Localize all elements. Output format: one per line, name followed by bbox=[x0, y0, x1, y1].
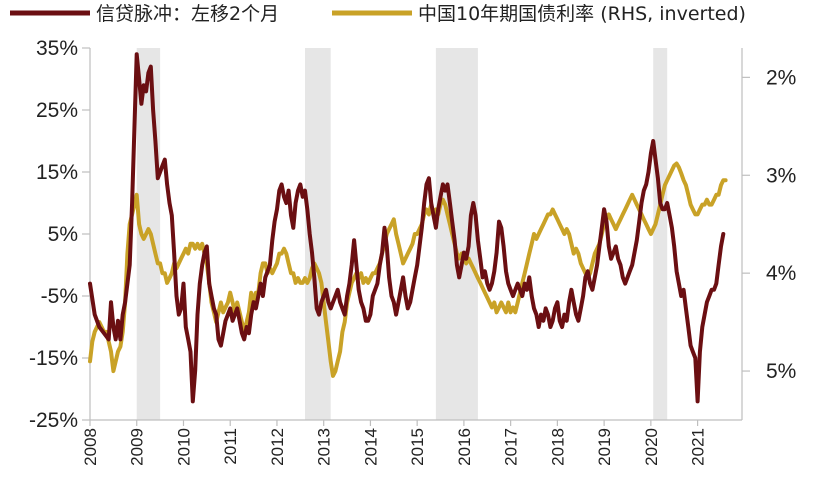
bond-yield-line bbox=[88, 161, 728, 378]
x-tick-label: 2020 bbox=[642, 428, 661, 466]
x-tick-label: 2018 bbox=[548, 428, 567, 466]
legend-label-credit: 信贷脉冲：左移2个月 bbox=[96, 3, 279, 25]
left-tick-label: -25% bbox=[29, 409, 78, 432]
left-tick-label: 25% bbox=[36, 99, 78, 122]
x-tick-label: 2008 bbox=[81, 428, 100, 466]
x-tick-label: 2016 bbox=[455, 428, 474, 466]
x-tick-label: 2010 bbox=[174, 428, 193, 466]
right-tick-label: 4% bbox=[766, 262, 796, 285]
right-tick-label: 5% bbox=[766, 360, 796, 383]
left-tick-label: -5% bbox=[41, 285, 78, 308]
x-axis-ticks: 2008 2009 2010 2011 2012 2013 2014 2015 2016 2017… bbox=[81, 420, 708, 466]
x-tick-label: 2019 bbox=[595, 428, 614, 466]
x-tick-label: 2011 bbox=[221, 428, 240, 465]
series-lines bbox=[88, 52, 728, 404]
left-axis-ticks: 35% 25% 15% 5% -5% -15% -25% bbox=[29, 37, 90, 432]
x-tick-label: 2017 bbox=[502, 428, 521, 466]
credit-impulse-line bbox=[88, 52, 726, 404]
left-tick-label: 5% bbox=[48, 223, 78, 246]
x-tick-label: 2015 bbox=[408, 428, 427, 466]
legend: 信贷脉冲：左移2个月 中国10年期国债利率 (RHS, inverted) bbox=[10, 3, 746, 25]
right-tick-label: 2% bbox=[766, 66, 796, 89]
x-tick-label: 2013 bbox=[315, 428, 334, 466]
x-tick-label: 2021 bbox=[689, 428, 708, 466]
x-tick-label: 2014 bbox=[361, 428, 380, 466]
left-tick-label: 35% bbox=[36, 37, 78, 60]
shaded-period-3 bbox=[653, 48, 668, 420]
right-tick-label: 3% bbox=[766, 164, 796, 187]
x-tick-label: 2009 bbox=[128, 428, 147, 466]
left-tick-label: 15% bbox=[36, 161, 78, 184]
shaded-periods bbox=[136, 48, 668, 420]
shaded-period-2 bbox=[435, 48, 478, 420]
left-tick-label: -15% bbox=[29, 347, 78, 370]
right-axis-ticks: 2% 3% 4% 5% bbox=[742, 66, 796, 383]
legend-label-bond: 中国10年期国债利率 (RHS, inverted) bbox=[418, 3, 746, 25]
x-tick-label: 2012 bbox=[268, 428, 287, 466]
